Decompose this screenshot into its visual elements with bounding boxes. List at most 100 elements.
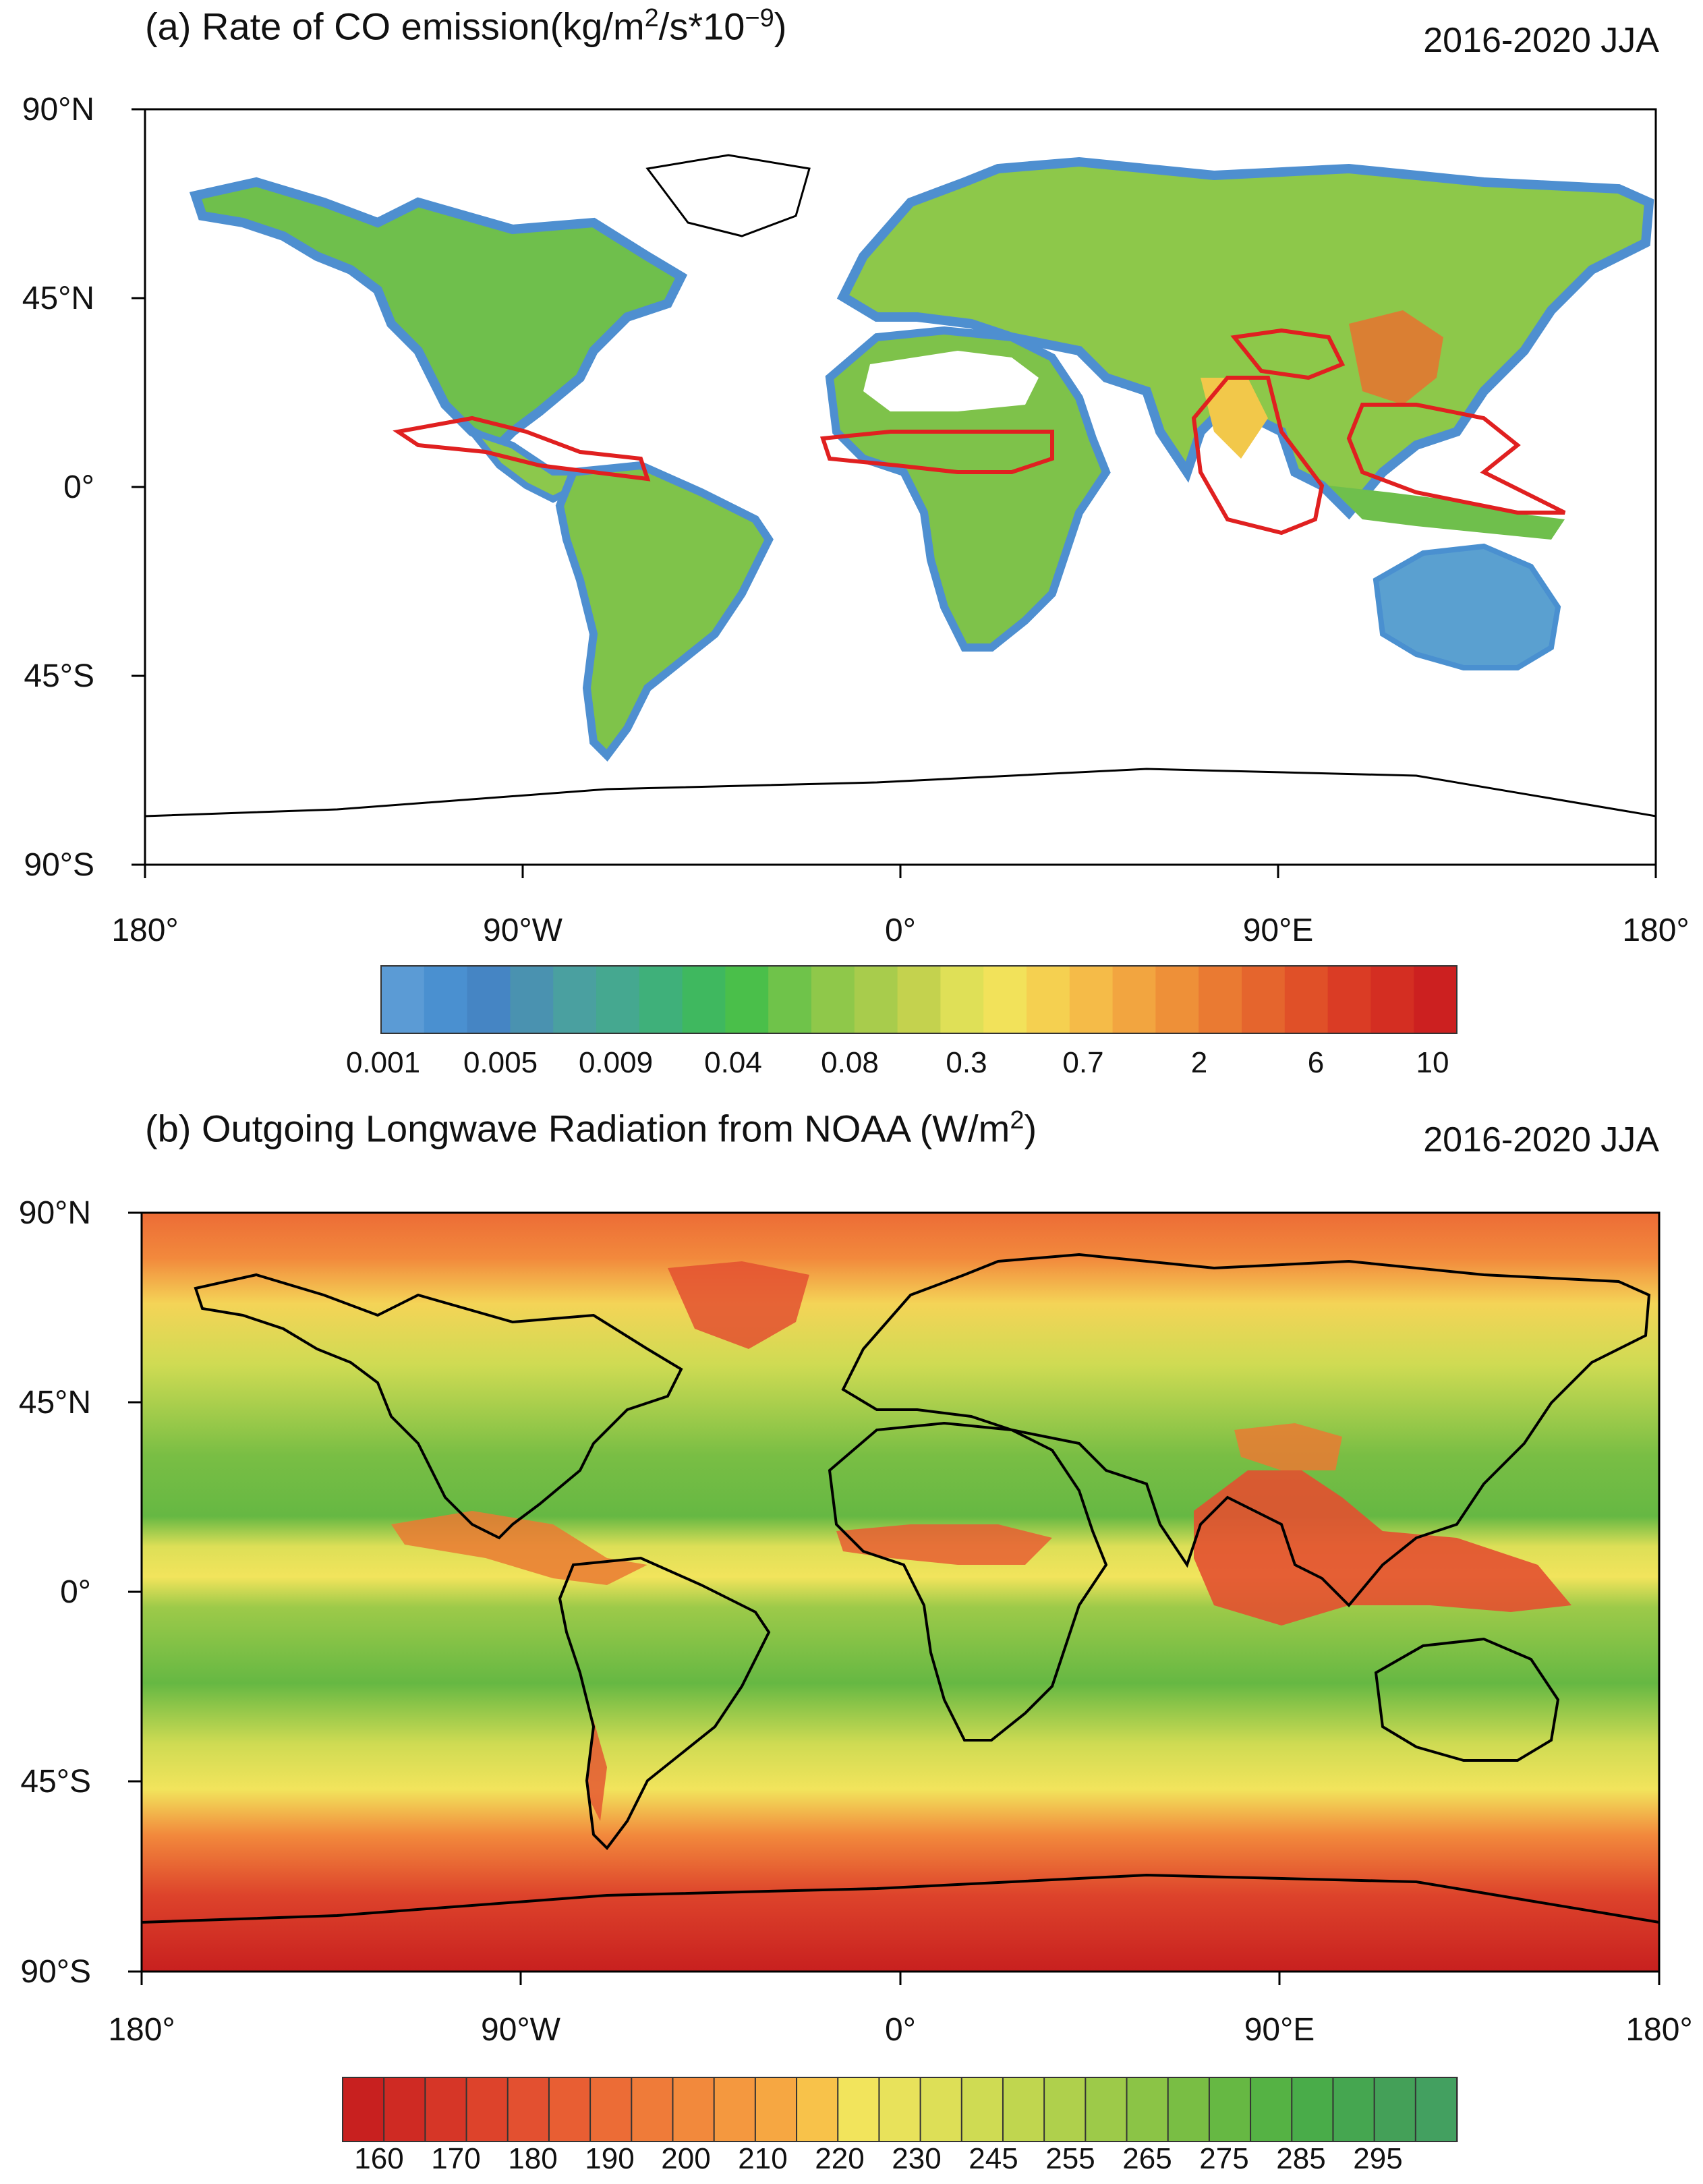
colorbar-b-label-11: 275 [1199,2142,1248,2175]
colorbar-a-swatch [1112,966,1156,1033]
colorbar-b-label-4: 200 [661,2142,710,2175]
axis-ticks-a [132,108,1657,878]
colorbar-a-label-7: 2 [1191,1046,1207,1079]
colorbar-a-label-9: 10 [1416,1046,1449,1079]
colorbar-b-swatch [1167,2077,1211,2142]
colorbar-b-label-0: 160 [354,2142,403,2175]
land-sahara-a [863,351,1039,411]
colorbar-b-swatch [960,2077,1004,2142]
colorbar-a [380,965,1457,1034]
outline-africa-b [828,1421,1108,1742]
colorbar-b-label-7: 230 [892,2142,941,2175]
colorbar-a-swatch [983,966,1027,1033]
colorbar-b-label-10: 265 [1122,2142,1172,2175]
colorbar-a-swatch [897,966,941,1033]
lon-label-b-1: 90°W [481,2012,561,2048]
colorbar-b-swatch [1373,2077,1417,2142]
colorbar-a-swatch [424,966,468,1033]
land-australia-a [1373,543,1561,670]
colorbar-b-swatch [1414,2077,1458,2142]
colorbar-b-swatch [631,2077,674,2142]
colorbar-b-swatch [465,2077,509,2142]
outline-eurasia-b [841,1253,1651,1607]
antarctica-a [145,768,1656,865]
colorbar-a-label-6: 0.7 [1062,1046,1103,1079]
colorbar-b-label-2: 180 [508,2142,557,2175]
colorbar-b-label-13: 295 [1353,2142,1402,2175]
colorbar-b-label-3: 190 [585,2142,634,2175]
colorbar-a-swatch [1284,966,1329,1033]
colorbar-b-swatch [837,2077,880,2142]
colorbar-a-swatch [639,966,683,1033]
lon-label-b-4: 180° [1625,2012,1692,2048]
panel-a-title: (a) Rate of CO emission(kg/m2/s*10−9) [145,4,787,48]
land-se-asia-islands-a [1329,486,1565,540]
lon-label-a-0: 180° [111,913,178,948]
colorbar-b-swatch [672,2077,716,2142]
panel-b-period: 2016-2020 JJA [1423,1120,1659,1159]
colorbar-a-swatch [596,966,640,1033]
olr-convective-central-america [391,1511,647,1585]
outline-north-america-b [194,1273,683,1540]
coastlines-b [142,1253,1659,1924]
colorbar-a-label-3: 0.04 [704,1046,762,1079]
colorbar-b-label-12: 285 [1276,2142,1325,2175]
colorbar-a-label-1: 0.005 [463,1046,538,1079]
colorbar-a-label-2: 0.009 [579,1046,653,1079]
colorbar-a-swatch [725,966,769,1033]
india-hotspot-a [1201,378,1268,459]
colorbar-a-label-4: 0.08 [821,1046,879,1079]
colorbar-b-swatch [754,2077,798,2142]
olr-convective-tibet [1234,1423,1342,1470]
lon-label-a-1: 90°W [483,913,563,948]
colorbar-b-swatch [796,2077,839,2142]
colorbar-a-swatch [381,966,425,1033]
colorbar-a-swatch [1327,966,1371,1033]
outline-south-america-b [558,1556,771,1851]
colorbar-b-swatch [1043,2077,1087,2142]
lat-label-a-2: 0° [63,469,94,505]
colorbar-b-swatch [1291,2077,1334,2142]
colorbar-b-frame [342,2077,1457,2142]
colorbar-b-swatch [424,2077,468,2142]
lat-label-a-3: 45°S [24,658,94,694]
colorbar-a-frame [380,965,1457,1034]
colorbar-b-swatch [1332,2077,1376,2142]
colorbar-b-swatch [548,2077,591,2142]
lat-label-b-2: 0° [60,1574,91,1610]
land-south-america-a [555,461,774,762]
colorbar-a-swatch [811,966,855,1033]
colorbar-a-swatch [1414,966,1457,1033]
colorbar-a-swatch [940,966,984,1033]
contour-tibet [1230,328,1346,380]
lat-label-b-1: 45°N [19,1385,91,1420]
colorbar-b-label-8: 245 [969,2142,1018,2175]
colorbar-b-label-1: 170 [431,2142,480,2175]
land-north-america-a [189,177,688,451]
colorbar-a-swatch [1199,966,1242,1033]
colorbar-a-swatch [768,966,812,1033]
lat-label-b-0: 90°N [19,1195,91,1231]
colorbar-b-swatch [1002,2077,1045,2142]
olr-convective-africa [836,1524,1052,1565]
colorbar-a-swatch [553,966,597,1033]
contour-west-africa [819,430,1054,474]
lat-label-b-3: 45°S [20,1764,91,1800]
panel-b-title: (b) Outgoing Longwave Radiation from NOA… [145,1106,1037,1150]
colorbar-a-swatch [1069,966,1114,1033]
panel-a-period: 2016-2020 JJA [1423,21,1659,60]
colorbar-b-swatch [342,2077,385,2142]
lon-label-a-2: 0° [885,913,916,948]
olr-convective-india-sea [1194,1470,1571,1626]
colorbar-b-swatch [1250,2077,1293,2142]
colorbar-a-label-5: 0.3 [946,1046,987,1079]
lat-label-a-4: 90°S [24,847,94,883]
colorbar-a-swatch [1155,966,1199,1033]
colorbar-b-label-6: 220 [815,2142,864,2175]
colorbar-a-swatch [854,966,898,1033]
panel-olr: (b) Outgoing Longwave Radiation from NOA… [0,1093,1703,2184]
colorbar-b-swatch [1085,2077,1128,2142]
colorbar-b-label-9: 255 [1045,2142,1095,2175]
contour-indian-ocean [1191,376,1325,536]
colorbar-b-swatch [507,2077,550,2142]
